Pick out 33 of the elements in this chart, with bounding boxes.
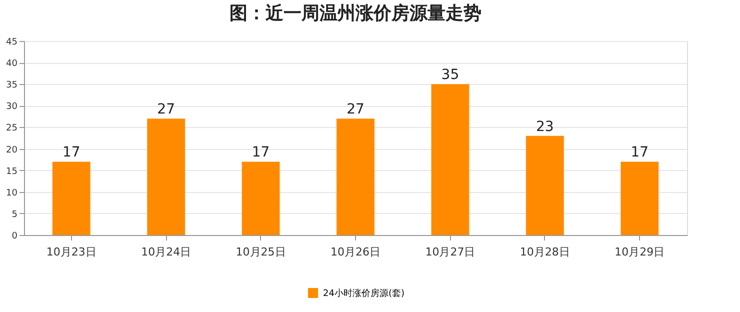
y-tick-label: 0 — [12, 232, 18, 242]
data-label: 17 — [62, 144, 80, 161]
bar — [431, 84, 470, 235]
data-label: 27 — [346, 102, 364, 118]
y-tick-label: 45 — [6, 38, 18, 48]
chart-title: 图：近一周温州涨价房源量走势 — [230, 3, 482, 24]
y-tick-label: 15 — [6, 166, 18, 177]
bar — [336, 118, 374, 235]
y-tick-label: 10 — [6, 188, 18, 198]
y-tick-label: 5 — [12, 210, 18, 220]
legend-label: 24小时涨价房源(套) — [323, 288, 404, 299]
y-tick-label: 40 — [6, 59, 18, 70]
x-tick-label: 10月24日 — [141, 246, 192, 258]
bar — [620, 162, 659, 235]
bar — [147, 118, 186, 235]
y-tick-label: 20 — [6, 145, 18, 156]
data-label: 35 — [441, 67, 460, 84]
bar — [526, 136, 564, 235]
data-label: 27 — [157, 102, 175, 118]
x-tick-label: 10月26日 — [330, 246, 380, 258]
data-label: 17 — [252, 144, 270, 161]
x-tick-label: 10月27日 — [425, 246, 476, 258]
x-tick-label: 10月28日 — [520, 246, 570, 258]
y-tick-label: 35 — [6, 80, 18, 91]
y-tick-label: 30 — [6, 102, 18, 112]
data-label: 23 — [536, 118, 554, 135]
data-label: 17 — [630, 144, 649, 161]
x-tick-label: 10月23日 — [46, 246, 96, 258]
bar — [242, 162, 280, 235]
y-tick-label: 25 — [6, 124, 18, 134]
bar — [52, 162, 90, 235]
x-tick-label: 10月25日 — [236, 246, 286, 258]
x-tick-label: 10月29日 — [614, 246, 665, 258]
